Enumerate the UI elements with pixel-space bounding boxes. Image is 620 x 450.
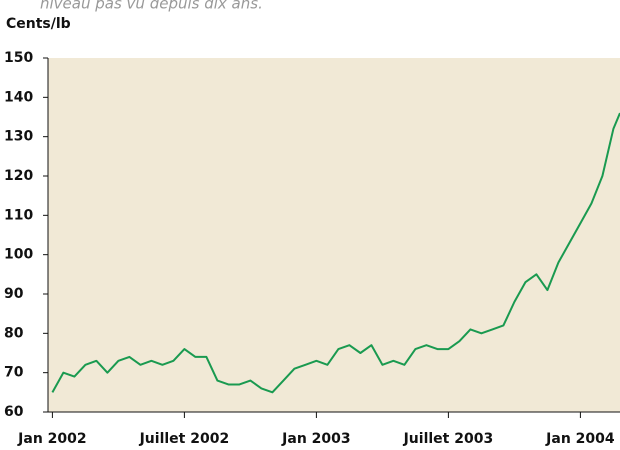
y-axis-label: Cents/lb xyxy=(6,16,71,32)
line-series xyxy=(51,112,620,394)
x-tick-label: Jan 2003 xyxy=(281,431,350,447)
y-tick-label: 60 xyxy=(4,404,24,420)
y-tick-label: 110 xyxy=(4,207,33,223)
y-tick-label: 100 xyxy=(4,247,33,263)
x-tick-label: Jan 2004 xyxy=(545,431,615,447)
y-tick-label: 70 xyxy=(4,365,24,381)
x-tick-label: Jan 2002 xyxy=(17,431,86,447)
y-tick-label: 120 xyxy=(4,168,33,184)
plot-background xyxy=(48,58,620,412)
subtitle: niveau pas vu depuis dix ans. xyxy=(40,0,263,13)
x-tick-label: Juillet 2002 xyxy=(139,431,230,447)
y-tick-label: 90 xyxy=(4,286,24,302)
x-tick-label: Juillet 2003 xyxy=(403,431,494,447)
y-tick-label: 150 xyxy=(4,50,33,66)
y-tick-label: 140 xyxy=(4,89,33,105)
y-tick-label: 80 xyxy=(4,325,24,341)
y-tick-label: 130 xyxy=(4,129,33,145)
